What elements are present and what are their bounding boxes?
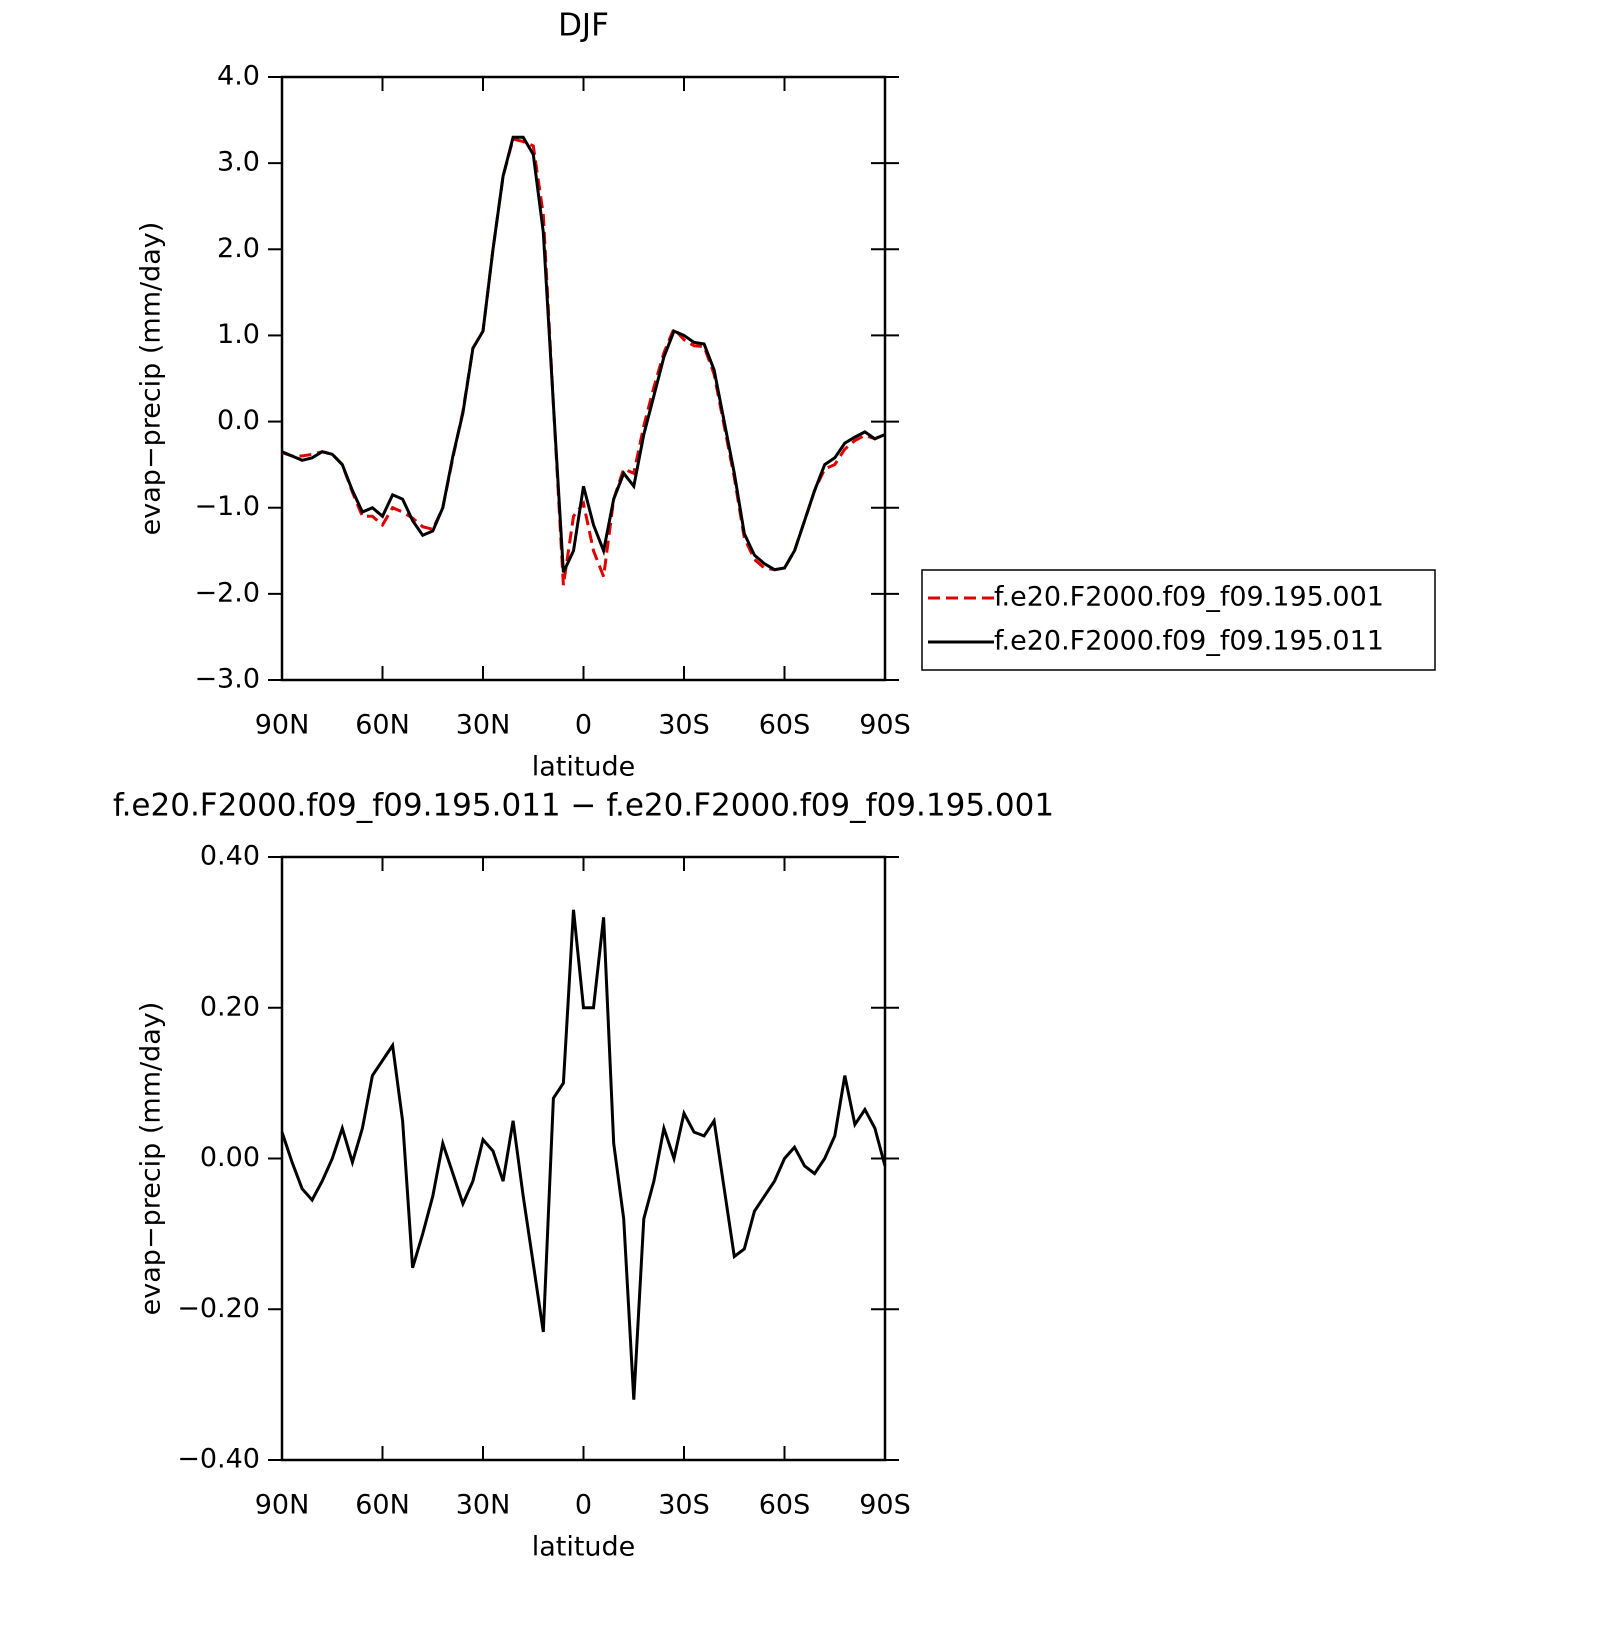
- x-tick-label: 30N: [456, 710, 511, 741]
- legend-label: f.e20.F2000.f09_f09.195.001: [994, 582, 1384, 613]
- y-tick-label: −0.20: [177, 1293, 260, 1324]
- y-tick-label: 0.0: [217, 405, 260, 436]
- x-tick-label: 90N: [255, 710, 310, 741]
- x-tick-label: 60S: [759, 1490, 811, 1521]
- x-tick-label: 90S: [859, 710, 911, 741]
- plot-frame: [280, 855, 887, 1462]
- y-tick-label: 3.0: [217, 147, 260, 178]
- y-axis-label: evap−precip (mm/day): [136, 1002, 167, 1316]
- y-tick-label: 0.20: [200, 991, 260, 1022]
- x-tick-label: 90S: [859, 1490, 911, 1521]
- data-line: [281, 137, 886, 586]
- y-tick-label: −0.40: [177, 1444, 260, 1475]
- x-tick-label: 30S: [658, 710, 710, 741]
- legend-box: [921, 569, 1436, 671]
- y-tick-label: 0.40: [200, 841, 260, 872]
- data-line: [280, 909, 887, 1400]
- chart-title: DJF: [558, 8, 609, 44]
- x-axis-label: latitude: [532, 1532, 636, 1563]
- x-tick-label: 0: [575, 710, 592, 741]
- x-tick-label: 60S: [759, 710, 811, 741]
- y-axis-label: evap−precip (mm/day): [136, 222, 167, 536]
- x-tick-label: 60N: [355, 1490, 410, 1521]
- y-tick-label: −2.0: [194, 577, 260, 608]
- y-tick-label: −3.0: [194, 664, 260, 695]
- y-tick-label: 0.00: [200, 1142, 260, 1173]
- y-tick-label: −1.0: [194, 491, 260, 522]
- y-tick-label: 1.0: [217, 319, 260, 350]
- plot-frame: [280, 75, 887, 682]
- legend-label: f.e20.F2000.f09_f09.195.011: [994, 626, 1384, 657]
- chart-title: f.e20.F2000.f09_f09.195.011 − f.e20.F200…: [113, 788, 1054, 824]
- data-line: [281, 135, 886, 573]
- y-tick-label: 2.0: [217, 233, 260, 264]
- x-axis-label: latitude: [532, 752, 636, 783]
- x-tick-label: 30N: [456, 1490, 511, 1521]
- x-tick-label: 0: [575, 1490, 592, 1521]
- x-tick-label: 30S: [658, 1490, 710, 1521]
- x-tick-label: 60N: [355, 710, 410, 741]
- x-tick-label: 90N: [255, 1490, 310, 1521]
- y-tick-label: 4.0: [217, 61, 260, 92]
